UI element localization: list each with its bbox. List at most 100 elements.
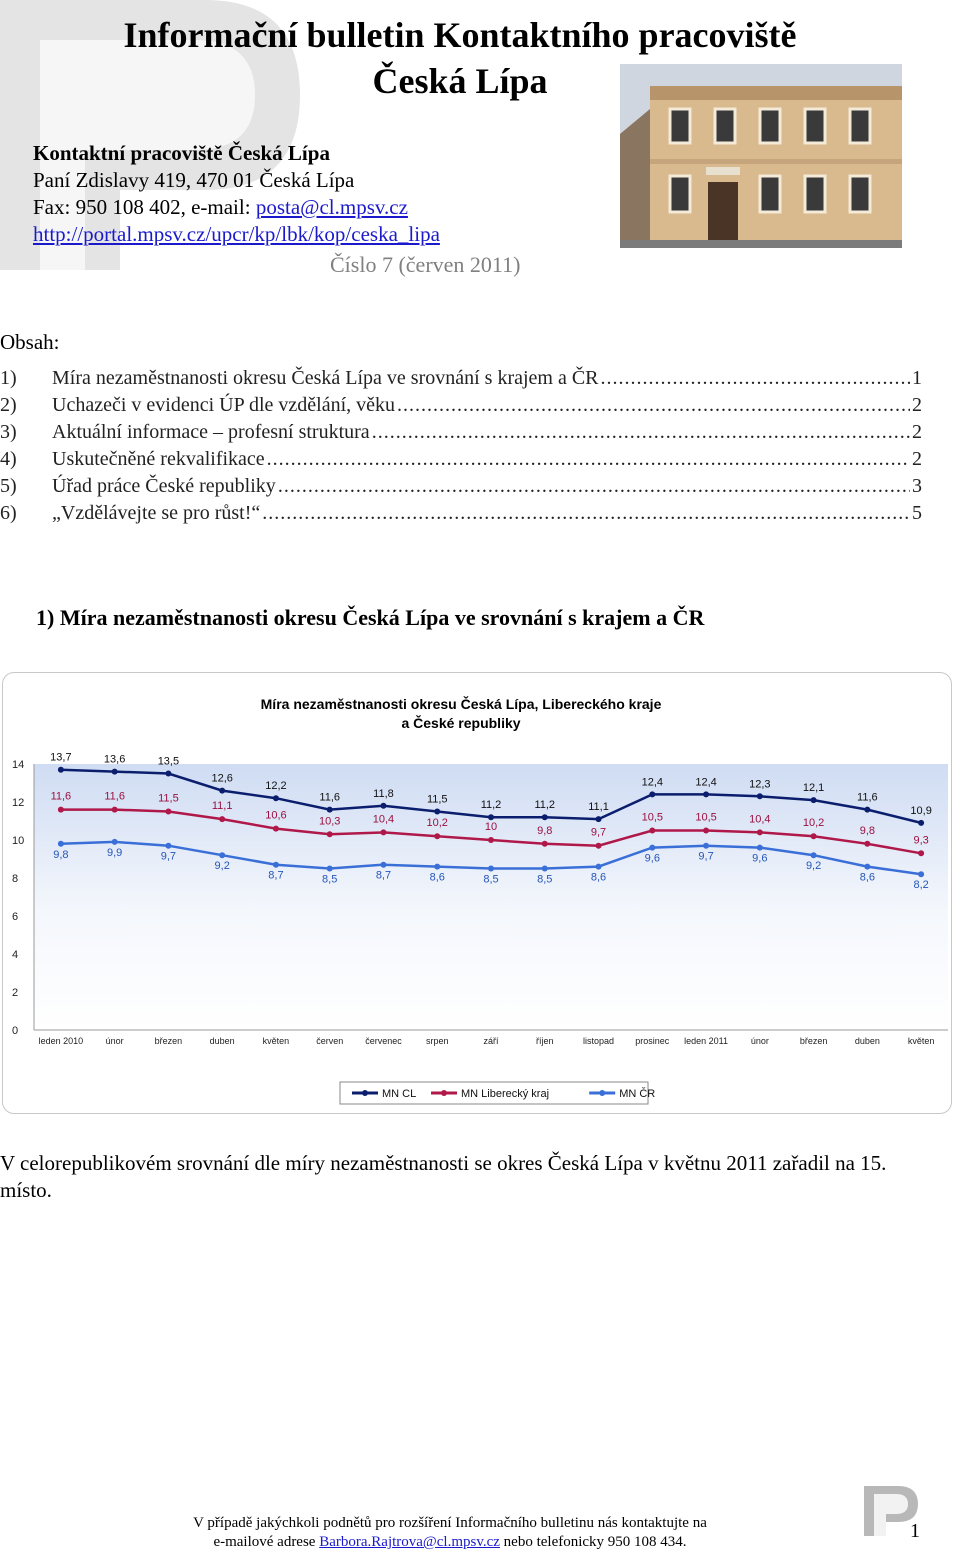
toc-item-title: Míra nezaměstnanosti okresu Česká Lípa v… (52, 367, 599, 389)
data-label: 10,2 (427, 817, 448, 829)
toc-item-number: 4) (0, 448, 17, 470)
data-label: 9,6 (752, 853, 767, 865)
y-tick-label: 8 (12, 873, 18, 885)
x-tick-label: duben (210, 1036, 235, 1046)
data-label: 12,2 (265, 780, 286, 792)
data-label: 12,1 (803, 782, 824, 794)
y-tick-label: 6 (12, 911, 18, 923)
data-label: 10,3 (319, 815, 340, 827)
toc-item[interactable]: 5) Úřad práce České republiky 3 (0, 475, 922, 502)
toc-item-page: 3 (912, 475, 922, 497)
toc-item[interactable]: 3) Aktuální informace – profesní struktu… (0, 421, 922, 448)
issue-number: Číslo 7 (červen 2011) (330, 252, 521, 277)
data-point (595, 863, 602, 870)
data-point (111, 838, 118, 845)
legend-marker (441, 1090, 447, 1096)
toc-leader-dots (267, 448, 910, 471)
data-point (57, 806, 64, 813)
toc-item-page: 5 (912, 502, 922, 524)
office-name: Kontaktní pracoviště Česká Lípa (33, 141, 330, 165)
data-label: 10,5 (642, 812, 663, 824)
footer-line-2-suffix: nebo telefonicky 950 108 434. (499, 1534, 687, 1550)
data-point (326, 831, 333, 838)
toc-item-page: 1 (912, 367, 922, 389)
contact-email-link[interactable]: Barbora.Rajtrova@cl.mpsv.cz (319, 1534, 500, 1550)
data-point (165, 770, 172, 777)
toc-leader-dots (397, 394, 910, 417)
data-label: 9,7 (591, 827, 606, 839)
data-point (165, 808, 172, 815)
data-point (541, 814, 548, 821)
office-email-link[interactable]: posta@cl.mpsv.cz (255, 195, 408, 219)
y-tick-label: 10 (12, 835, 24, 847)
data-point (380, 861, 387, 868)
table-of-contents: 1) Míra nezaměstnanosti okresu Česká Líp… (0, 367, 922, 529)
portal-link[interactable]: http://portal.mpsv.cz/upcr/kp/lbk/kop/ce… (33, 222, 440, 246)
x-tick-label: únor (751, 1036, 769, 1046)
data-point (272, 861, 279, 868)
section-heading: 1) Míra nezaměstnanosti okresu Česká Líp… (36, 605, 705, 630)
footer-line-1: V případě jakýchkoli podnětů pro rozšíře… (193, 1515, 707, 1531)
office-address: Paní Zdislavy 419, 470 01 Česká Lípa (33, 168, 355, 192)
data-label: 8,5 (483, 874, 498, 886)
toc-item[interactable]: 4) Uskutečněné rekvalifikace 2 (0, 448, 922, 475)
x-tick-label: září (483, 1036, 499, 1046)
toc-item[interactable]: 1) Míra nezaměstnanosti okresu Česká Líp… (0, 367, 922, 394)
data-label: 9,8 (53, 849, 68, 861)
y-tick-label: 4 (12, 949, 18, 961)
legend-marker (599, 1090, 606, 1096)
data-label: 9,7 (161, 851, 176, 863)
footer-note: V případě jakýchkoli podnětů pro rozšíře… (160, 1514, 740, 1552)
data-point (326, 806, 333, 813)
data-point (57, 766, 64, 773)
data-point (918, 871, 925, 878)
toc-item-number: 1) (0, 367, 17, 389)
toc-item-number: 2) (0, 394, 17, 416)
data-label: 13,5 (158, 756, 179, 768)
data-label: 8,5 (322, 874, 337, 886)
data-point (810, 797, 817, 804)
legend-label: MN ČR (619, 1087, 655, 1100)
data-point (165, 842, 172, 849)
toc-item[interactable]: 2) Uchazeči v evidenci ÚP dle vzdělání, … (0, 394, 922, 421)
data-point (756, 844, 763, 851)
data-point (864, 840, 871, 847)
toc-item-title: Aktuální informace – profesní struktura (52, 421, 370, 443)
x-tick-label: květen (263, 1036, 290, 1046)
x-tick-label: květen (908, 1036, 935, 1046)
x-tick-label: leden 2011 (684, 1036, 728, 1046)
bulletin-title: Informační bulletin Kontaktního pracoviš… (90, 12, 830, 104)
title-line-1: Informační bulletin Kontaktního pracoviš… (123, 15, 797, 55)
data-label: 11,1 (588, 801, 609, 813)
data-label: 9,8 (537, 825, 552, 837)
data-point (864, 806, 871, 813)
data-point (380, 802, 387, 809)
x-tick-label: červen (316, 1036, 343, 1046)
data-point (810, 852, 817, 859)
data-label: 10,6 (265, 810, 286, 822)
data-label: 10,4 (373, 813, 394, 825)
data-point (219, 852, 226, 859)
contact-block: Kontaktní pracoviště Česká Lípa Paní Zdi… (33, 140, 440, 248)
data-point (272, 825, 279, 832)
data-point (434, 833, 441, 840)
data-label: 12,3 (749, 778, 770, 790)
x-tick-label: červenec (365, 1036, 402, 1046)
toc-item[interactable]: 6) „Vzdělávejte se pro růst!“ 5 (0, 502, 922, 529)
data-point (703, 842, 710, 849)
data-label: 11,8 (373, 788, 394, 800)
data-point (595, 842, 602, 849)
chart-title-line-2: a České republiky (401, 714, 520, 731)
summary-paragraph: V celorepublikovém srovnání dle míry nez… (0, 1151, 887, 1202)
data-point (918, 819, 925, 826)
toc-leader-dots (262, 502, 910, 525)
data-label: 9,9 (107, 847, 122, 859)
data-point (703, 791, 710, 798)
x-tick-label: srpen (426, 1036, 449, 1046)
data-point (649, 827, 656, 834)
data-label: 8,2 (913, 879, 928, 891)
data-label: 8,7 (268, 870, 283, 882)
data-label: 9,7 (698, 851, 713, 863)
toc-item-page: 2 (912, 421, 922, 443)
data-label: 8,5 (537, 874, 552, 886)
